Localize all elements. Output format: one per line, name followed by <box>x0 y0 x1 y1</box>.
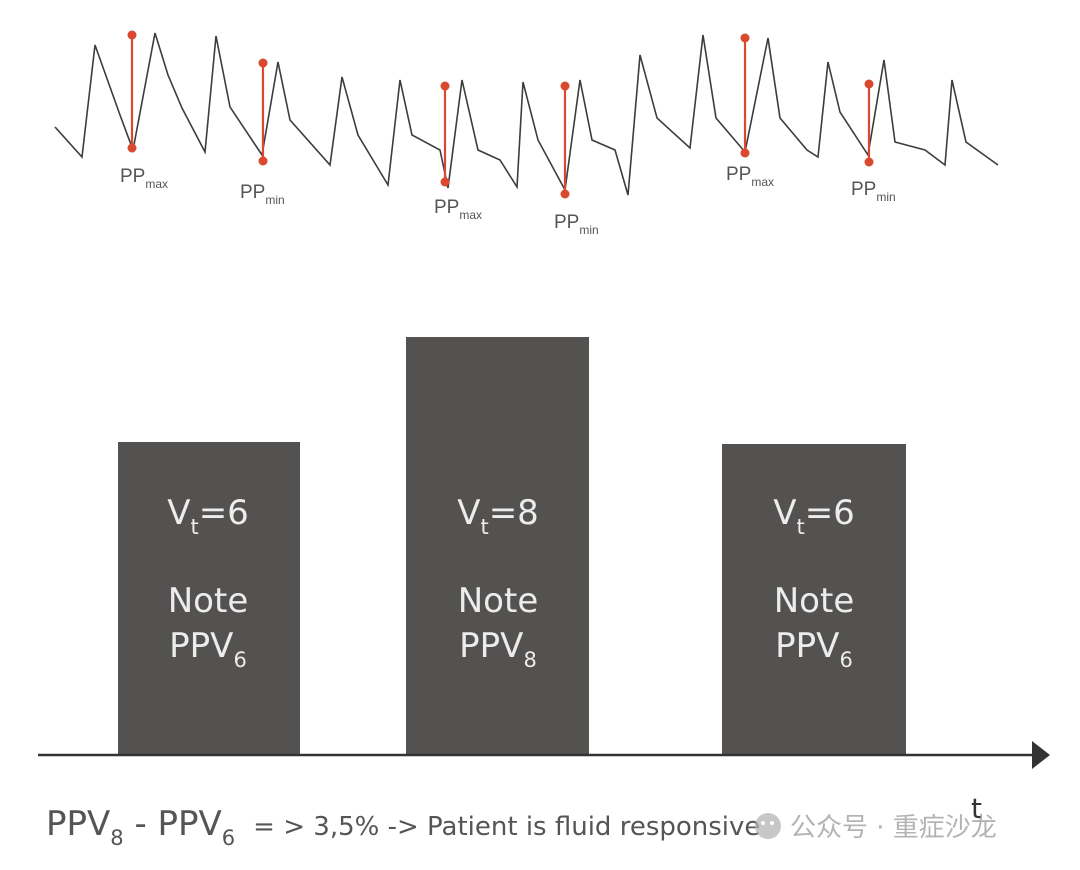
wechat-icon <box>755 813 781 839</box>
bar-1-ppv: PPV6 <box>169 626 247 672</box>
pp-marker-dot <box>560 189 570 199</box>
pp-max-label: PPmax <box>726 164 774 189</box>
bar-3-ppv: PPV6 <box>775 626 853 672</box>
pp-marker-dot <box>740 33 750 43</box>
time-axis-arrowhead <box>1032 741 1050 769</box>
pp-marker-dot <box>258 58 268 68</box>
pp-marker-dot <box>127 143 137 153</box>
pp-marker-dot <box>740 148 750 158</box>
pp-markers: PPmax PPmin PPmax PPmin PPmax PPmin <box>120 30 896 237</box>
pp-min-label: PPmin <box>851 179 896 204</box>
pp-max-label: PPmax <box>434 197 482 222</box>
tidal-volume-bar-2 <box>406 337 589 755</box>
pp-min-label: PPmin <box>240 182 285 207</box>
pp-marker-dot <box>864 157 874 167</box>
pp-marker-dot <box>440 177 450 187</box>
bar-1-note: Note <box>168 581 248 621</box>
wechat-watermark: 公众号 · 重症沙龙 <box>755 813 997 843</box>
pp-min-label: PPmin <box>554 212 599 237</box>
bar-2-note: Note <box>458 581 538 621</box>
watermark-text: 公众号 · 重症沙龙 <box>790 813 997 843</box>
bar-1-vt-label: Vt=6 <box>167 493 249 539</box>
tidal-volume-bar-1 <box>118 442 300 755</box>
arterial-pressure-waveform <box>54 32 999 196</box>
bar-3-vt-label: Vt=6 <box>773 493 855 539</box>
pp-max-label: PPmax <box>120 166 168 191</box>
bar-3-note: Note <box>774 581 854 621</box>
time-axis-label: t <box>971 792 982 825</box>
pp-marker-dot <box>864 79 874 89</box>
pp-marker-dot <box>440 81 450 91</box>
bar-2-vt-label: Vt=8 <box>457 493 539 539</box>
bar-2-ppv: PPV8 <box>459 626 537 672</box>
pp-marker-dot <box>258 156 268 166</box>
ppv-difference-formula: PPV8 - PPV6 = > 3,5% -> Patient is fluid … <box>46 804 760 850</box>
tidal-volume-bar-3 <box>722 444 906 755</box>
pp-marker-dot <box>127 30 137 40</box>
pp-marker-dot <box>560 81 570 91</box>
